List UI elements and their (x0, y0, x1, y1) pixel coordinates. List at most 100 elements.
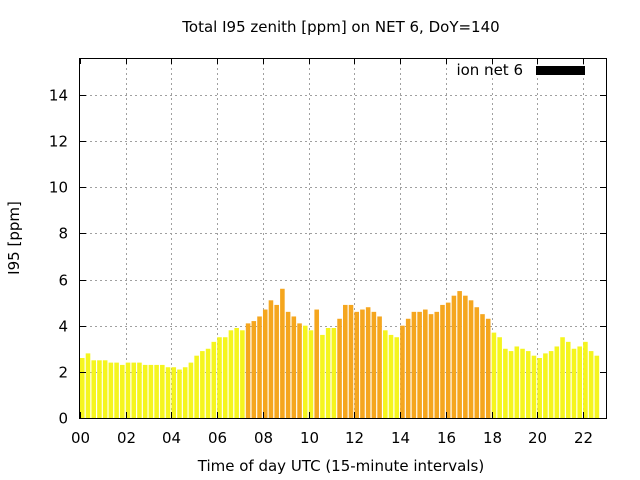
y-tick-label: 4 (58, 318, 68, 336)
bar (417, 311, 422, 418)
plot-frame (79, 58, 607, 419)
bar (411, 311, 417, 418)
bar (577, 346, 582, 418)
bar (508, 351, 514, 418)
bar (451, 295, 457, 418)
bar (423, 309, 428, 418)
y-tick-label: 10 (49, 179, 68, 197)
x-tick-label: 04 (162, 429, 181, 447)
bar (91, 360, 96, 418)
bar (554, 346, 560, 418)
bar (245, 323, 251, 418)
bar (485, 318, 491, 418)
bar (240, 330, 245, 418)
bar (125, 362, 131, 418)
x-tick-label: 18 (483, 429, 502, 447)
bar (205, 348, 211, 418)
bar (520, 348, 525, 418)
bar (571, 348, 577, 418)
bar (308, 330, 314, 418)
bar (537, 358, 542, 418)
bars (80, 288, 600, 418)
bar (491, 332, 497, 418)
bar (394, 337, 400, 418)
bar (97, 360, 102, 418)
y-tick-label: 12 (49, 133, 68, 151)
bar (108, 362, 114, 418)
bar (80, 358, 85, 418)
bar (177, 369, 182, 418)
x-tick-label: 20 (528, 429, 547, 447)
bar (85, 353, 91, 418)
bar (331, 328, 337, 418)
bar (171, 367, 177, 418)
bar (320, 334, 325, 418)
bar (211, 341, 217, 418)
bar (531, 355, 537, 418)
bar (302, 325, 308, 418)
x-tick-label: 08 (254, 429, 273, 447)
bar (337, 318, 342, 418)
bar (297, 323, 302, 418)
bar (280, 288, 285, 418)
bar (428, 314, 434, 418)
bar (217, 337, 222, 418)
bar (388, 334, 394, 418)
bar (262, 309, 268, 418)
bar (543, 353, 548, 418)
y-tick-label: 14 (49, 87, 68, 105)
bar (102, 360, 108, 418)
bar (291, 316, 297, 418)
bar (257, 316, 262, 418)
x-axis-title: Time of day UTC (15-minute intervals) (197, 457, 484, 475)
x-tick-label: 10 (300, 429, 319, 447)
bar (457, 291, 462, 418)
bar (474, 307, 480, 418)
bar (200, 351, 205, 418)
bar (160, 364, 165, 418)
bar (594, 355, 600, 418)
bar (440, 304, 445, 418)
bar (165, 367, 171, 418)
bar (142, 364, 148, 418)
y-tick-label: 2 (58, 364, 68, 382)
bar (480, 314, 485, 418)
bar (285, 311, 291, 418)
bar (525, 351, 531, 418)
bar (503, 348, 508, 418)
bar (137, 362, 142, 418)
bar (182, 367, 188, 418)
bar (274, 304, 279, 418)
legend-label: ion net 6 (456, 61, 523, 79)
bar (114, 362, 119, 418)
bar (268, 300, 274, 418)
x-tick-label: 00 (71, 429, 90, 447)
y-tick-label: 8 (58, 225, 68, 243)
bar (131, 362, 137, 418)
bar (405, 318, 411, 418)
x-tick-label: 12 (345, 429, 364, 447)
x-tick-label: 02 (117, 429, 136, 447)
bar (565, 341, 571, 418)
bar (588, 351, 594, 418)
y-tick-label: 0 (58, 410, 68, 428)
bar (354, 311, 359, 418)
bar (325, 328, 331, 418)
bar (194, 355, 199, 418)
bar (434, 311, 440, 418)
bar (371, 311, 377, 418)
bar (314, 309, 319, 418)
bar (120, 364, 125, 418)
legend: ion net 6 (456, 61, 585, 79)
y-tick-label: 6 (58, 272, 68, 290)
bar (548, 351, 554, 418)
bar (251, 321, 257, 418)
x-tick-label: 16 (437, 429, 456, 447)
legend-swatch (536, 66, 585, 75)
bar (468, 300, 474, 418)
x-tick-label: 06 (208, 429, 227, 447)
x-tick-label: 14 (391, 429, 410, 447)
bar (348, 304, 354, 418)
